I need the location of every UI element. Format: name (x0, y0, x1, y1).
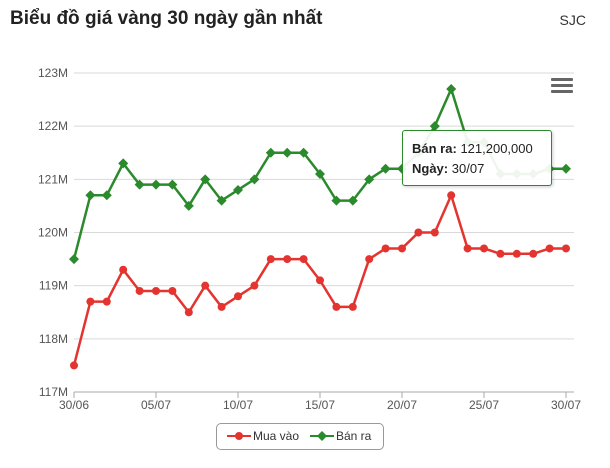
data-point (134, 179, 145, 190)
grid-lines (74, 72, 574, 393)
data-point (299, 255, 308, 264)
tooltip-value: 121,200,000 (460, 141, 533, 156)
tooltip-date-label: Ngày (412, 161, 444, 176)
data-point (216, 195, 227, 206)
y-tick-label: 122M (38, 119, 68, 133)
data-point (480, 244, 488, 253)
source-label: SJC (559, 12, 586, 28)
tooltip-series-label: Bán ra (412, 141, 453, 156)
data-point (102, 297, 111, 306)
data-point (266, 255, 275, 264)
data-point (414, 228, 423, 237)
data-point (265, 147, 276, 158)
y-tick-label: 117M (39, 385, 68, 399)
tooltip-date: 30/07 (451, 161, 485, 176)
data-point (463, 244, 472, 253)
x-tick-label: 30/06 (59, 398, 89, 412)
x-axis-ticks: 30/06 05/07 10/07 15/07 20/07 25/07 30/07 (59, 392, 581, 412)
legend-marker-sell (310, 431, 334, 441)
data-point (512, 249, 521, 258)
x-tick-label: 25/07 (469, 398, 499, 412)
chart-title: Biểu đồ giá vàng 30 ngày gần nhất (10, 8, 323, 29)
x-tick-label: 30/07 (551, 398, 581, 412)
data-point (201, 281, 210, 290)
data-point (561, 163, 571, 174)
data-point (184, 308, 193, 317)
data-point (332, 302, 341, 311)
data-point (398, 244, 406, 253)
legend-label-sell: Bán ra (336, 429, 372, 443)
data-point (430, 228, 439, 237)
data-point (151, 179, 161, 190)
data-point (446, 83, 457, 94)
x-tick-label: 15/07 (305, 398, 335, 412)
data-point (364, 174, 375, 185)
data-point (249, 174, 260, 185)
data-point (316, 276, 324, 285)
x-tick-label: 05/07 (141, 398, 171, 412)
y-tick-label: 121M (38, 172, 68, 186)
data-point (233, 184, 243, 195)
hamburger-menu-icon[interactable] (551, 78, 573, 96)
data-point (562, 244, 570, 253)
y-axis-ticks: 117M 118M 119M 120M 121M 122M 123M (38, 66, 68, 399)
chart-legend: Mua vào Bán ra (216, 423, 384, 450)
data-point (168, 286, 177, 295)
data-point (348, 302, 357, 311)
data-point (283, 255, 292, 264)
series-buy (70, 191, 570, 370)
data-point (250, 281, 259, 290)
data-point (381, 244, 390, 253)
data-point (347, 195, 358, 206)
y-tick-label: 119M (39, 279, 68, 293)
chart-header: Biểu đồ giá vàng 30 ngày gần nhất SJC (0, 0, 610, 40)
data-point (315, 169, 325, 180)
data-point (167, 179, 178, 190)
data-point (429, 121, 440, 132)
data-point (86, 297, 95, 306)
legend-label-buy: Mua vào (253, 429, 300, 443)
data-point (135, 286, 144, 295)
data-point (118, 158, 129, 169)
data-point (69, 254, 79, 265)
y-tick-label: 123M (38, 66, 68, 80)
data-point (545, 244, 554, 253)
data-point (119, 265, 128, 274)
data-point (152, 286, 160, 295)
data-point (496, 249, 505, 258)
data-point (70, 361, 78, 370)
data-point (85, 190, 96, 201)
data-point (380, 163, 391, 174)
data-point (282, 147, 293, 158)
data-tooltip: Bán ra: 121,200,000 Ngày: 30/07 (402, 130, 552, 186)
data-point (365, 255, 374, 264)
data-point (217, 302, 226, 311)
x-tick-label: 20/07 (387, 398, 417, 412)
data-point (529, 249, 538, 258)
x-tick-label: 10/07 (223, 398, 253, 412)
data-point (234, 292, 242, 301)
data-point (200, 174, 211, 185)
y-tick-label: 120M (38, 226, 68, 240)
data-point (183, 200, 194, 211)
data-point (298, 147, 309, 158)
y-tick-label: 118M (39, 332, 68, 346)
legend-marker-buy (227, 432, 251, 440)
series-layer (69, 83, 571, 370)
data-point (101, 190, 112, 201)
data-point (447, 191, 456, 200)
data-point (331, 195, 342, 206)
